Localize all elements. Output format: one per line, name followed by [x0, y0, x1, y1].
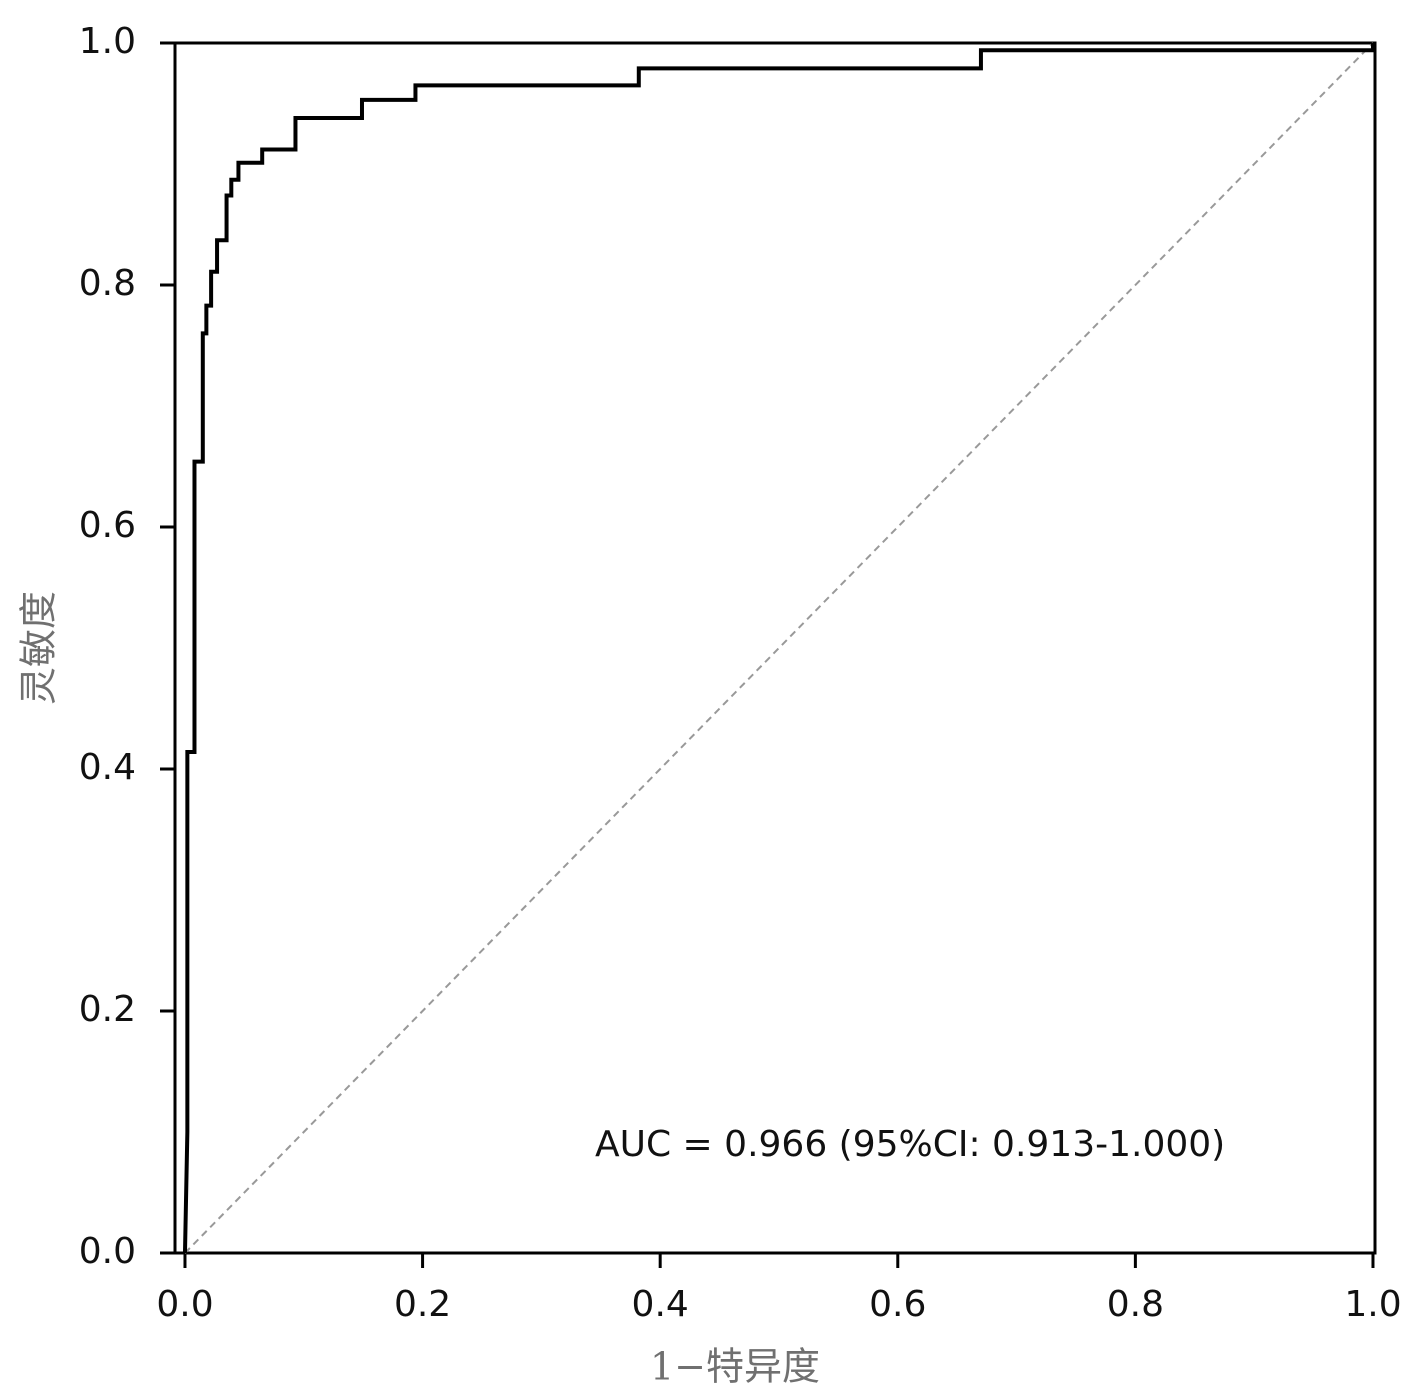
annotation: AUC = 0.966 (95%CI: 0.913-1.000) [595, 1124, 1225, 1165]
x-tick-label: 0.2 [394, 1284, 451, 1325]
roc-curve [182, 43, 1375, 1254]
x-tick-label: 0.8 [1107, 1284, 1164, 1325]
x-tick-label: 0.6 [869, 1284, 926, 1325]
y-tick-label: 0.0 [79, 1231, 136, 1272]
y-axis-label: 灵敏度 [17, 591, 61, 705]
y-tick-label: 0.2 [79, 989, 136, 1030]
y-tick-label: 0.4 [79, 747, 136, 788]
x-tick-label: 1.0 [1344, 1284, 1401, 1325]
x-tick-label: 0.4 [632, 1284, 689, 1325]
y-tick-label: 0.8 [79, 263, 136, 304]
reference-diagonal [184, 42, 1374, 1254]
x-axis-label: 1−特异度 [650, 1345, 820, 1389]
y-tick-label: 0.6 [79, 505, 136, 546]
x-tick-label: 0.0 [156, 1284, 213, 1325]
y-tick-label: 1.0 [79, 21, 136, 62]
